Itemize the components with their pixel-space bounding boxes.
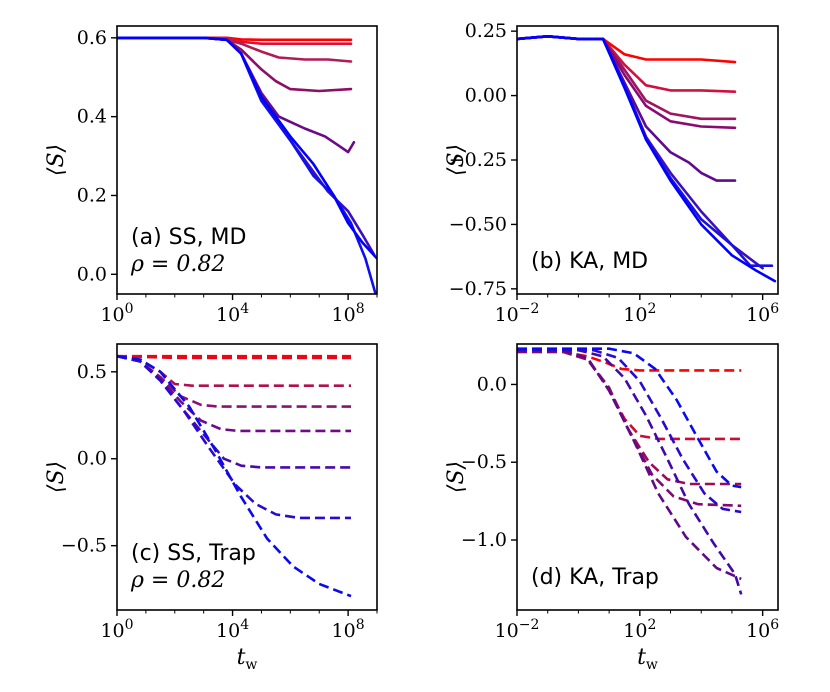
series-line-s5 xyxy=(517,348,742,581)
y-axis-label: ⟨S⟩ xyxy=(444,461,469,493)
series-line-s2 xyxy=(117,354,351,360)
series-line-s4 xyxy=(517,34,737,130)
series-line-s3 xyxy=(117,354,351,388)
y-tick-label: 0.25 xyxy=(465,20,507,42)
series-line-s5 xyxy=(117,36,356,154)
y-axis-label: ⟨S⟩ xyxy=(44,461,69,493)
x-tick-label: 10−2 xyxy=(495,617,540,642)
y-tick-label: 0.00 xyxy=(465,85,507,107)
series-line-s8 xyxy=(117,354,352,598)
x-tick-label: 104 xyxy=(216,301,249,326)
y-tick-label: 0.0 xyxy=(77,263,107,285)
panel-annotation-density: ρ = 0.82 xyxy=(130,252,225,277)
series-line-s8 xyxy=(517,347,742,489)
series-line-s7 xyxy=(117,354,351,520)
series-line-s7 xyxy=(517,34,774,268)
y-tick-label: −0.50 xyxy=(449,213,507,235)
panel-annotation-density: ρ = 0.82 xyxy=(130,568,225,593)
y-tick-label: 0.4 xyxy=(77,106,107,128)
panel-annotation: (d) KA, Trap xyxy=(531,565,659,590)
x-axis-label: tw xyxy=(637,645,658,673)
y-tick-label: 0.0 xyxy=(77,448,107,470)
series-line-s3 xyxy=(517,350,742,486)
series-group xyxy=(517,347,743,595)
x-tick-label: 100 xyxy=(100,617,133,642)
panel-d: −1.0 −0.5 0.0 10−2 102 106 ⟨S⟩ tw (d) KA, Trap xyxy=(444,343,779,673)
series-line-s5 xyxy=(517,34,737,182)
y-tick-label: 0.0 xyxy=(477,373,507,395)
x-tick-label: 104 xyxy=(216,617,249,642)
axes-frame xyxy=(116,343,378,611)
x-tick-label: 108 xyxy=(332,617,365,642)
y-tick-label: 0.6 xyxy=(77,27,107,49)
series-line-s7 xyxy=(517,348,742,514)
x-tick-label: 108 xyxy=(332,301,365,326)
series-group xyxy=(117,36,377,294)
y-tick-label: −1.0 xyxy=(461,529,507,551)
y-tick-label: −0.5 xyxy=(61,535,107,557)
series-line-s6 xyxy=(117,354,351,469)
series-group xyxy=(117,354,352,598)
x-tick-label: 106 xyxy=(746,617,779,642)
x-tick-label: 102 xyxy=(623,301,656,326)
x-tick-label: 106 xyxy=(746,301,779,326)
axes-frame xyxy=(516,343,779,611)
panel-b: −0.75 −0.50 −0.25 0.00 0.25 10−2 102 106 ⟨S⟩ (b) … xyxy=(444,20,779,326)
series-line-s8 xyxy=(117,36,377,260)
series-line-s6 xyxy=(117,36,376,256)
series-line-s8 xyxy=(517,34,777,283)
series-line-s1 xyxy=(517,34,737,64)
y-tick-label: −0.25 xyxy=(449,149,507,171)
axes-frame xyxy=(116,25,378,295)
series-group xyxy=(517,34,777,283)
y-axis-label: ⟨S⟩ xyxy=(44,144,69,176)
x-axis-label: tw xyxy=(237,645,258,673)
x-tick-label: 10−2 xyxy=(495,301,540,326)
panel-annotation: (c) SS, Trap xyxy=(131,541,256,566)
series-line-s4 xyxy=(117,354,351,408)
panel-annotation: (b) KA, MD xyxy=(531,249,648,274)
series-line-s6 xyxy=(517,34,764,270)
y-tick-label: 0.5 xyxy=(77,361,107,383)
panel-a: 0.0 0.2 0.4 0.6 100 104 108 ⟨S⟩ (a) SS, MDρ = 0.… xyxy=(44,25,378,326)
series-line-s1 xyxy=(517,350,742,372)
y-tick-label: 0.2 xyxy=(77,184,107,206)
series-line-s2 xyxy=(517,350,742,441)
y-tick-label: −0.5 xyxy=(461,451,507,473)
x-tick-label: 100 xyxy=(100,301,133,326)
panel-annotation: (a) SS, MD xyxy=(131,225,246,250)
series-line-s6 xyxy=(517,348,743,595)
y-tick-label: −0.75 xyxy=(449,278,507,300)
y-axis-label: ⟨S⟩ xyxy=(444,144,469,176)
series-line-s3 xyxy=(117,36,353,63)
x-tick-label: 102 xyxy=(623,617,656,642)
